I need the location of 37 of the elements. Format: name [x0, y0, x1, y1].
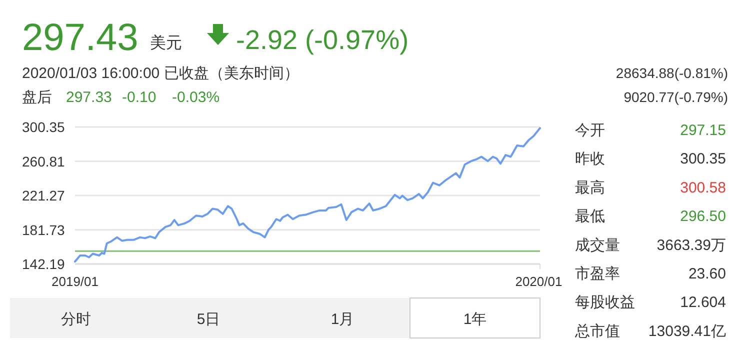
text: 297.43: [22, 17, 138, 59]
text: 1年: [463, 311, 487, 328]
text: 5日: [196, 311, 220, 328]
y-tick-label: 181.73: [22, 222, 66, 238]
y-tick-label: 221.27: [22, 188, 66, 204]
text: 最低: [575, 208, 605, 226]
text: 分时: [61, 311, 91, 328]
x-tick-label: 2020/01: [515, 274, 562, 289]
text: 昨收: [575, 150, 605, 168]
text: 2020/01/03 16:00:00 已收盘（美东时间）: [22, 65, 299, 82]
text: 300.35: [680, 150, 726, 168]
text: 今开: [575, 122, 605, 139]
text: 成交量: [575, 236, 620, 254]
text: 最高: [575, 179, 605, 196]
text: 市盈率: [575, 266, 620, 282]
y-tick-label: 300.35: [22, 119, 66, 135]
text: 297.15: [680, 122, 726, 139]
text: 296.50: [680, 208, 726, 226]
text: 总市值: [574, 322, 620, 340]
text: 23.60: [688, 266, 726, 282]
x-tick-label: 2019/01: [52, 274, 98, 289]
text: -0.03%: [172, 89, 220, 106]
text: 13039.41亿: [648, 322, 726, 340]
text: 盘后: [22, 89, 52, 106]
text: -0.10: [122, 89, 156, 106]
text: 297.33: [66, 89, 112, 106]
text: 9020.77(-0.79%): [624, 89, 728, 105]
text: 28634.88(-0.81%): [616, 65, 728, 81]
y-tick-label: 260.81: [22, 153, 66, 170]
text: 美元: [150, 34, 182, 52]
text: 每股收益: [575, 294, 635, 312]
text: 1月: [330, 311, 354, 328]
y-tick-label: 142.19: [22, 256, 66, 272]
text: -2.92 (-0.97%): [236, 25, 409, 55]
text: 300.58: [680, 179, 726, 196]
text: 12.604: [680, 294, 726, 312]
text: 3663.39万: [656, 236, 726, 254]
